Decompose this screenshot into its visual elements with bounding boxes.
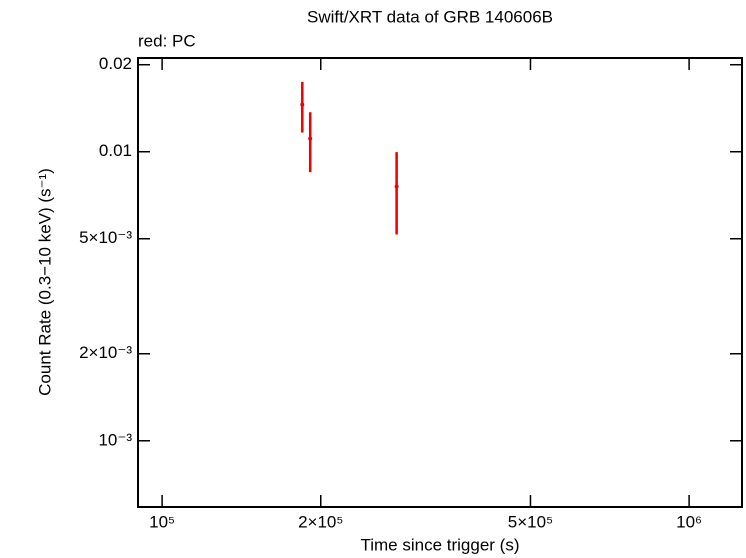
y-tick-label: 0.02 [99, 54, 132, 73]
plot-frame [137, 57, 743, 508]
x-tick-label: 10⁶ [676, 512, 702, 531]
data-point [308, 136, 313, 141]
x-tick-label: 5×10⁵ [508, 512, 553, 531]
data-point [394, 184, 399, 189]
subtitle: red: PC [138, 31, 196, 50]
y-axis-label: Count Rate (0.3−10 keV) (s⁻¹) [35, 168, 54, 396]
data-point [300, 102, 305, 107]
y-tick-label: 10⁻³ [98, 430, 132, 449]
y-tick-label: 0.01 [99, 141, 132, 160]
x-tick-label: 2×10⁵ [298, 512, 343, 531]
y-tick-label: 2×10⁻³ [79, 343, 132, 362]
chart-title: Swift/XRT data of GRB 140606B [307, 7, 553, 26]
y-tick-label: 5×10⁻³ [79, 228, 132, 247]
x-tick-label: 10⁵ [149, 512, 175, 531]
x-axis-label: Time since trigger (s) [360, 535, 519, 554]
